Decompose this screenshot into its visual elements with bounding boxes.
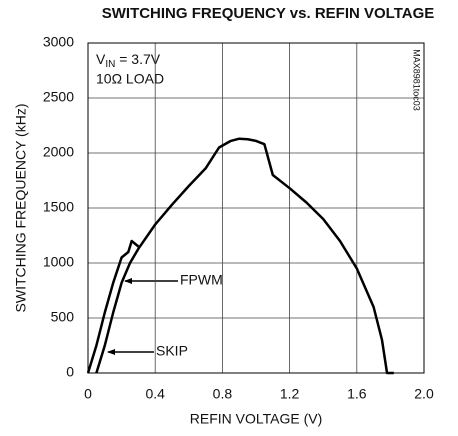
condition-label: VIN = 3.7V xyxy=(96,51,161,70)
series-label: FPWM xyxy=(180,272,223,288)
x-tick-label: 2.0 xyxy=(414,386,434,402)
plot-frame xyxy=(87,42,425,374)
load-label: 10Ω LOAD xyxy=(96,71,164,87)
series-label: SKIP xyxy=(156,343,188,359)
data-line xyxy=(86,239,140,374)
condition-sub: IN xyxy=(105,59,115,70)
data-line xyxy=(95,137,394,375)
y-tick-label: 1500 xyxy=(43,199,74,215)
chart-title: SWITCHING FREQUENCY vs. REFIN VOLTAGE xyxy=(102,5,435,22)
arrowhead xyxy=(124,278,132,284)
x-tick-label: 1.2 xyxy=(280,386,300,402)
x-axis-label: REFIN VOLTAGE (V) xyxy=(190,411,323,427)
y-tick-label: 1000 xyxy=(43,254,74,270)
y-tick-label: 2500 xyxy=(43,89,74,105)
y-tick-label: 3000 xyxy=(43,34,74,50)
x-tick-label: 0.8 xyxy=(213,386,233,402)
condition-main: V xyxy=(96,51,106,67)
y-tick-label: 2000 xyxy=(43,144,74,160)
y-tick-label: 500 xyxy=(51,309,75,325)
condition-after: = 3.7V xyxy=(115,51,160,67)
code-label: MAX8981toc03 xyxy=(412,49,422,111)
arrowhead xyxy=(107,349,115,355)
y-axis-label: SWITCHING FREQUENCY (kHz) xyxy=(13,104,29,313)
y-tick-label: 0 xyxy=(66,364,74,380)
x-tick-label: 0 xyxy=(84,386,92,402)
x-tick-label: 1.6 xyxy=(347,386,367,402)
x-tick-label: 0.4 xyxy=(145,386,165,402)
